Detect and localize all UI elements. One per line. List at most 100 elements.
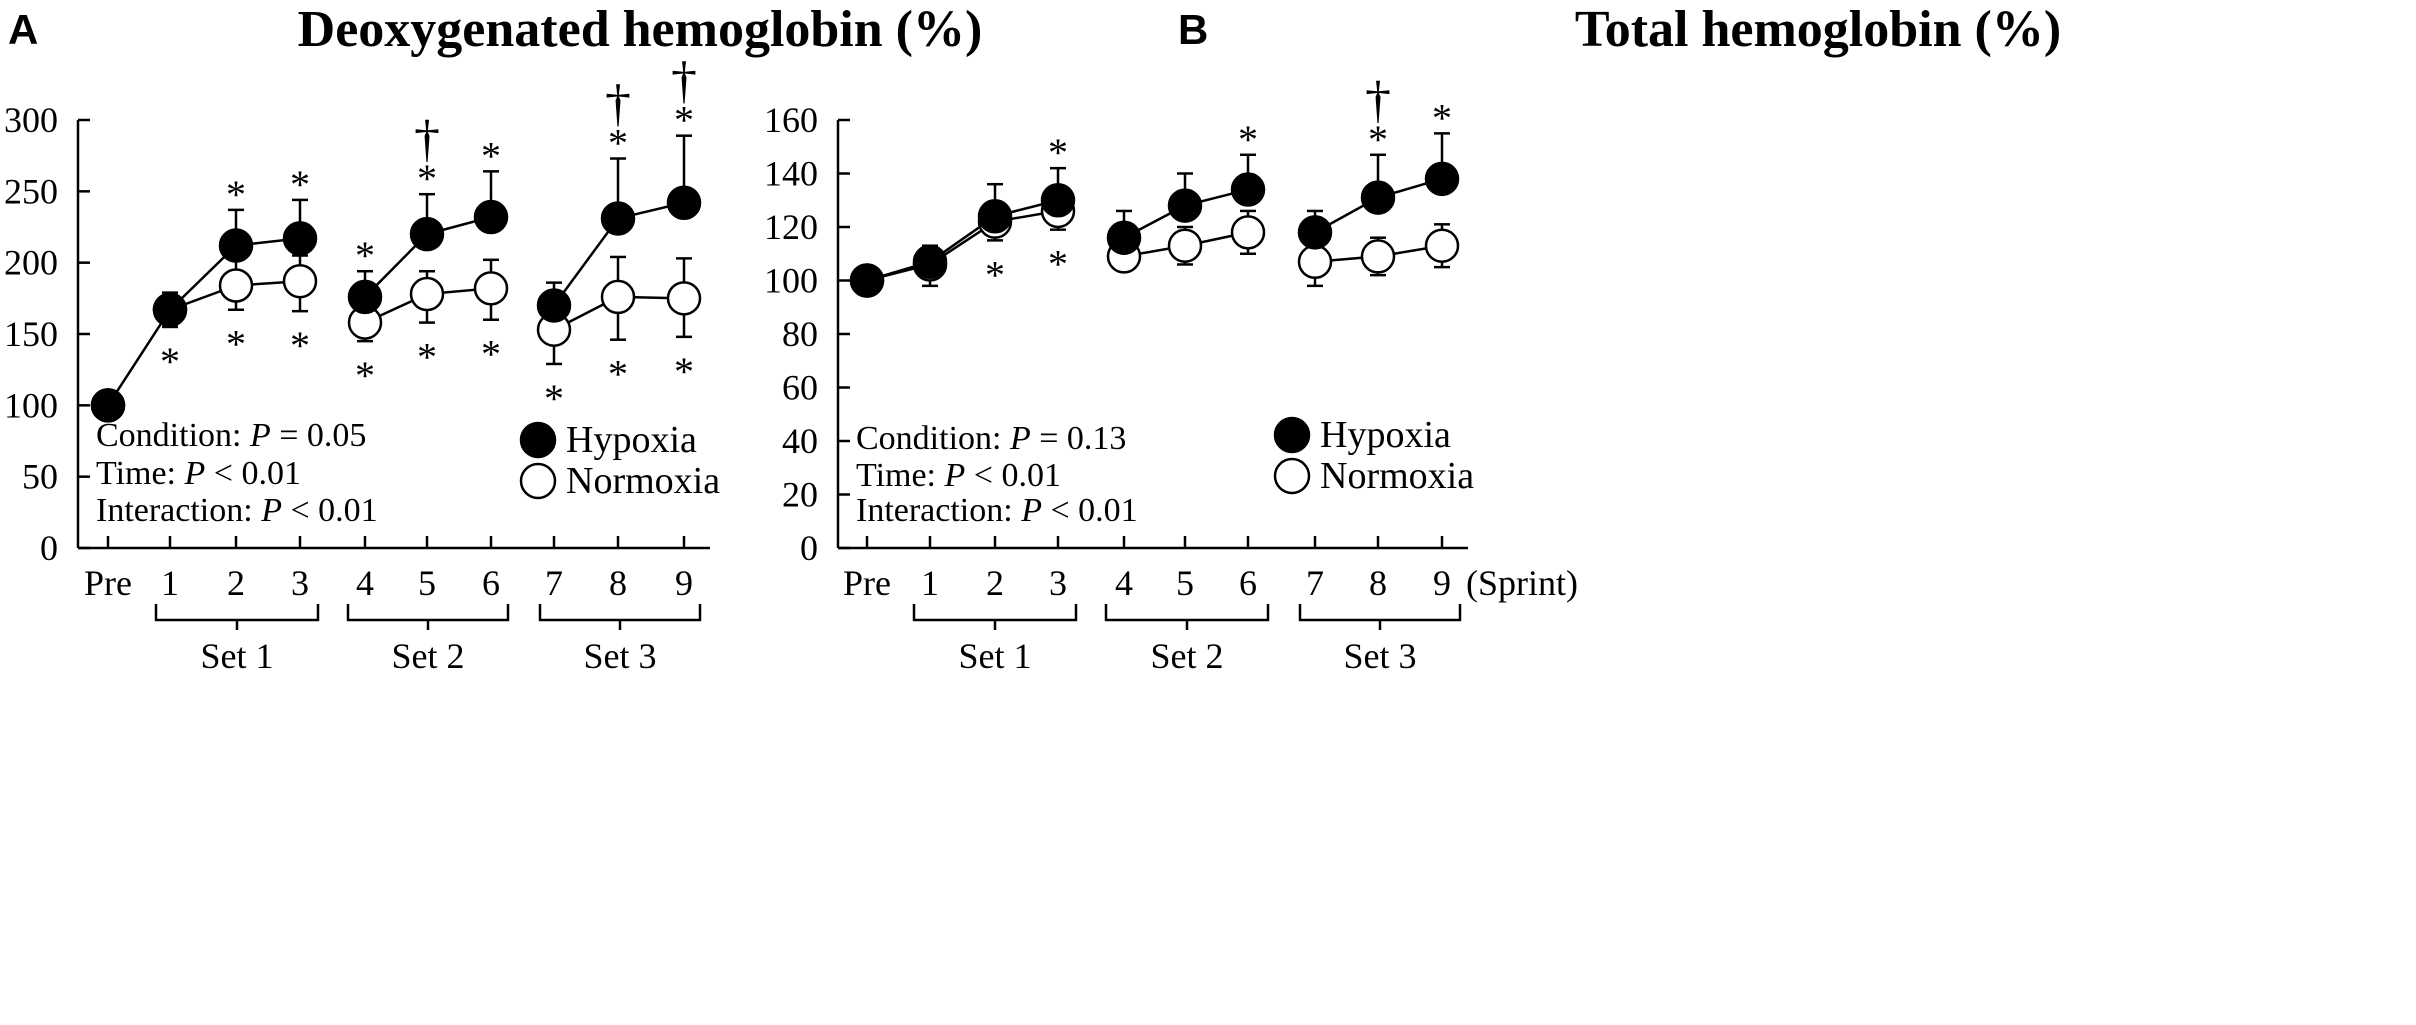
legend-marker-normoxia [1273,457,1311,495]
asterisk-below: * [160,339,180,384]
hypoxia-point [282,221,318,256]
x-tick-label: 5 [418,563,436,603]
asterisk-above: * [608,121,628,166]
hypoxia-point [1424,161,1460,197]
normoxia-point [600,279,636,315]
dagger-above: † [414,111,440,168]
x-tick-label: 6 [482,563,500,603]
panel-b-letter: B [1178,6,1208,53]
x-tick-label: 4 [356,563,374,603]
y-tick-label: 0 [800,528,818,568]
y-tick-label: 100 [4,385,58,425]
y-tick-label: 120 [764,207,818,247]
legend-marker-hypoxia [519,421,557,459]
asterisk-above: * [674,98,694,143]
x-tick-label: 2 [227,563,245,603]
x-tick-label: 4 [1115,563,1133,603]
set-label: Set 1 [958,636,1031,676]
stats-line: Interaction: P < 0.01 [96,492,378,529]
panel-b-plot: 0 20 40 60 80 100 120 140 160 Pre 1 2 3 4 5 6 7 8 9 (Sprint… [764,72,1578,676]
y-tick-label: 250 [4,171,58,211]
hypoxia-point [1230,172,1266,207]
hypoxia-point [1106,220,1142,255]
x-tick-label: 5 [1176,563,1194,603]
asterisk-below: * [608,352,628,397]
asterisk-below: * [481,332,501,377]
hypoxia-point [1297,215,1333,250]
stats-label: Time: [856,457,945,494]
asterisk-below: * [674,349,694,394]
stats-label: Interaction: [856,492,1021,529]
y-tick-label: 40 [782,421,818,461]
normoxia-point [218,268,254,303]
set-bracket [538,604,702,630]
asterisk-above: * [226,172,246,217]
normoxia-point [1360,239,1396,274]
hypoxia-point [1040,183,1076,218]
normoxia-point [409,276,445,312]
x-tick-label: 2 [986,563,1004,603]
asterisk-above: * [1048,130,1068,175]
hypoxia-series-line [866,199,1059,282]
hypoxia-point [347,279,383,315]
stats-p-symbol: P [249,417,271,454]
legend-label-normoxia: Normoxia [566,460,720,502]
set-label: Set 3 [1343,636,1416,676]
asterisk-above: * [1368,117,1388,162]
asterisk-below: * [355,353,375,398]
panel-b-title: Total hemoglobin (%) [1575,1,2061,58]
hypoxia-point [666,185,702,220]
x-tick-label: 1 [921,563,939,603]
stats-line: Condition: P = 0.13 [856,420,1126,457]
x-tick-label: 8 [1369,563,1387,603]
stats-line: Time: P < 0.01 [96,455,301,492]
legend-label-hypoxia: Hypoxia [566,419,697,461]
y-tick-label: 200 [4,243,58,283]
x-tick-label: 9 [675,563,693,603]
hypoxia-point [1167,188,1203,223]
legend-label-normoxia: Normoxia [1320,455,1474,497]
y-tick-label: 50 [22,457,58,497]
x-tick-label: 3 [1049,563,1067,603]
normoxia-point [1230,215,1266,250]
normoxia-point [1424,228,1460,263]
hypoxia-point [218,228,254,263]
x-tick-label: 6 [1239,563,1257,603]
set-bracket [346,604,510,630]
x-tick-label: Pre [84,563,132,603]
asterisk-below: * [1048,242,1068,287]
hypoxia-point [977,199,1013,234]
y-tick-label: 80 [782,314,818,354]
y-tick-label: 160 [764,100,818,140]
set-bracket [1104,604,1270,630]
asterisk-above: * [290,162,310,207]
y-tick-label: 150 [4,314,58,354]
hypoxia-point [90,388,126,423]
asterisk-below: * [985,252,1005,297]
hypoxia-point [536,288,572,323]
asterisk-above: * [1432,95,1452,140]
y-tick-label: 300 [4,100,58,140]
stats-p-symbol: P [944,457,966,494]
stats-label: Condition: [856,420,1010,457]
stats-line: Condition: P = 0.05 [96,417,366,454]
stats-p-symbol: P [184,455,206,492]
legend-label-hypoxia: Hypoxia [1320,414,1451,456]
dagger-above: † [605,76,631,133]
y-tick-label: 60 [782,368,818,408]
legend-marker-normoxia [519,462,557,500]
stats-label: Condition: [96,417,250,454]
asterisk-above: * [417,156,437,201]
hypoxia-point [912,244,948,280]
asterisk-below: * [226,322,246,367]
normoxia-point [282,263,318,299]
set-bracket [154,604,320,630]
normoxia-point [1167,228,1203,263]
x-tick-label: 9 [1433,563,1451,603]
stats-label: Time: [96,455,185,492]
set-bracket [1298,604,1462,630]
stats-line: Time: P < 0.01 [856,457,1061,494]
normoxia-point [666,281,702,316]
set-bracket [912,604,1078,630]
